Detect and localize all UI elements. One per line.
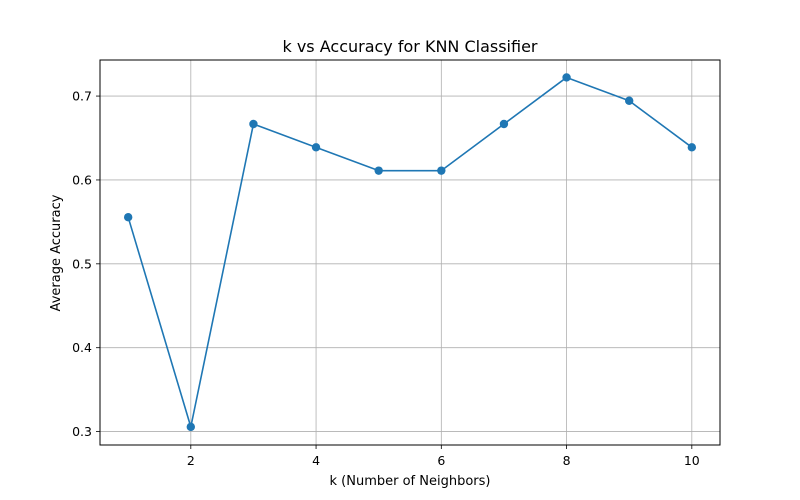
data-point	[687, 143, 697, 152]
data-point	[123, 212, 133, 222]
x-tick-label: 8	[563, 453, 571, 468]
data-point	[186, 422, 196, 432]
data-point	[249, 119, 258, 129]
x-tick-label: 6	[437, 453, 445, 468]
plot-area-frame	[99, 59, 721, 446]
data-point	[624, 96, 634, 105]
y-tick-label: 0.7	[72, 89, 92, 104]
data-point	[437, 166, 446, 175]
x-tick-label: 4	[312, 453, 320, 468]
data-point	[311, 143, 321, 152]
y-tick-label: 0.3	[72, 424, 92, 439]
data-point	[374, 166, 383, 175]
series-line	[127, 76, 693, 428]
x-axis-label: k (Number of Neighbors)	[330, 474, 491, 489]
x-tick-label: 2	[187, 453, 195, 468]
chart-title: k vs Accuracy for KNN Classifier	[282, 37, 537, 56]
y-tick-label: 0.5	[72, 256, 92, 271]
axis-ticks: 2 4 6 8 10 0.3 0.4 0.5 0.6 0.7	[72, 89, 700, 468]
y-tick-label: 0.6	[72, 172, 92, 187]
y-tick-label: 0.4	[72, 340, 92, 355]
grid	[100, 60, 720, 445]
data-point	[499, 119, 509, 129]
data-point	[562, 73, 571, 82]
x-tick-label: 10	[684, 453, 700, 468]
y-axis-label: Average Accuracy	[49, 194, 64, 311]
series-accuracy	[123, 73, 697, 432]
